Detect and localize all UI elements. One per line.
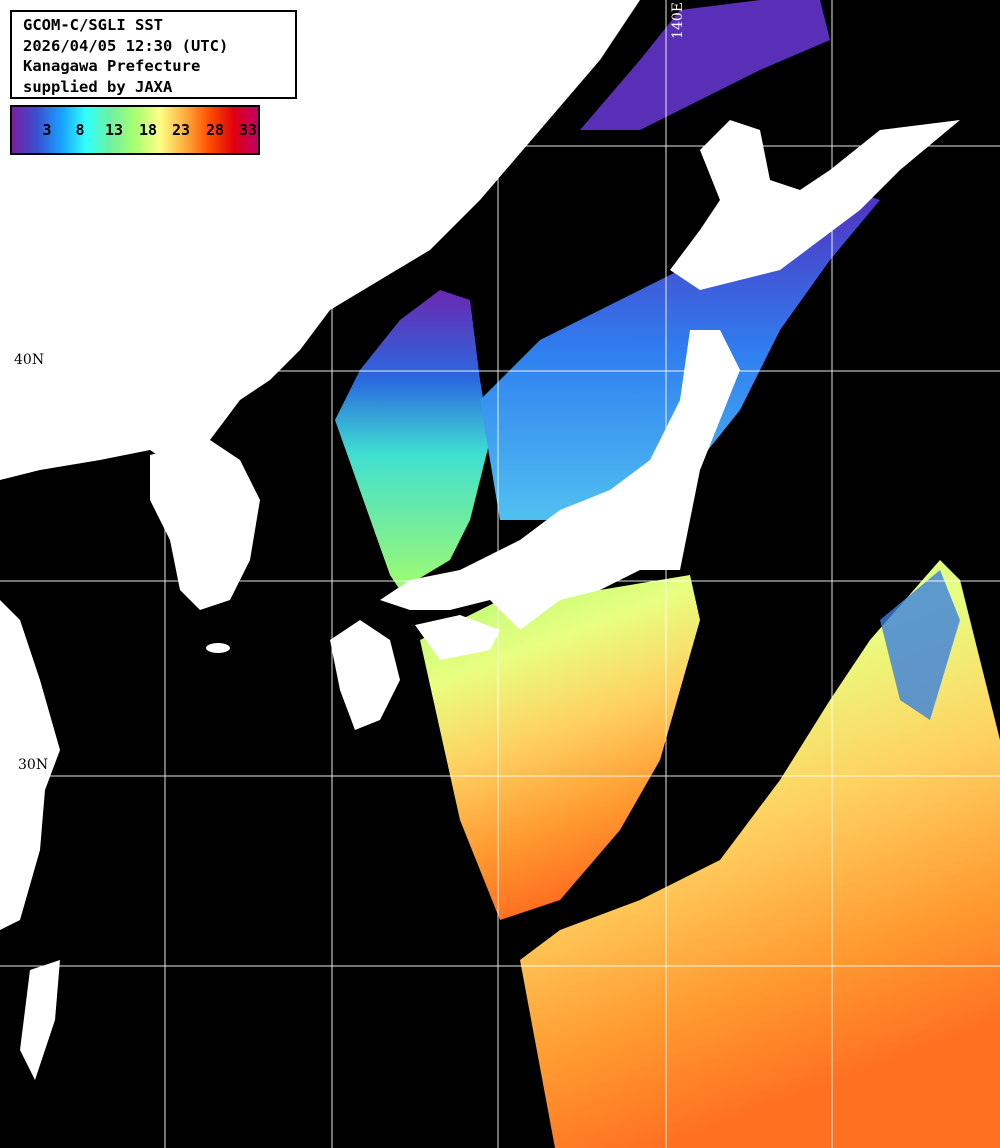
legend-tick: 3 [42, 121, 52, 139]
land-jeju [206, 643, 230, 653]
land-taiwan [20, 960, 60, 1080]
sst-swath-sea-of-japan [335, 290, 490, 590]
land-china-coast [0, 600, 60, 930]
sst-swath-pacific [420, 575, 700, 920]
land-korea [150, 440, 260, 610]
title-product: GCOM-C/SGLI SST [23, 16, 163, 34]
legend-tick: 33 [238, 121, 258, 139]
title-box: GCOM-C/SGLI SST 2026/04/05 12:30 (UTC) K… [10, 10, 297, 99]
lat-label-30n: 30N [18, 757, 49, 773]
land-kyushu [330, 620, 400, 730]
legend-tick: 23 [171, 121, 191, 139]
color-legend: 3 8 13 18 23 28 33 [10, 105, 260, 155]
legend-tick: 13 [104, 121, 124, 139]
lon-label-140e: 140E [670, 2, 686, 39]
land-honshu [380, 330, 740, 630]
lat-label-40n: 40N [14, 352, 45, 368]
land-hokkaido [670, 120, 960, 290]
legend-tick: 8 [75, 121, 85, 139]
sst-swath-north [580, 0, 830, 130]
title-supplier: supplied by JAXA [23, 77, 173, 96]
title-datetime: 2026/04/05 12:30 (UTC) [23, 36, 229, 55]
land-shikoku [415, 615, 500, 660]
land-sakhalin-tip [398, 128, 422, 152]
sst-swath-tohoku [480, 190, 880, 520]
sst-swath-east [880, 570, 960, 720]
legend-tick: 28 [205, 121, 225, 139]
sst-data [335, 0, 1000, 1148]
title-region: Kanagawa Prefecture [23, 57, 201, 75]
sst-swath-pacific-south [520, 560, 1000, 1148]
legend-tick: 18 [138, 121, 158, 139]
